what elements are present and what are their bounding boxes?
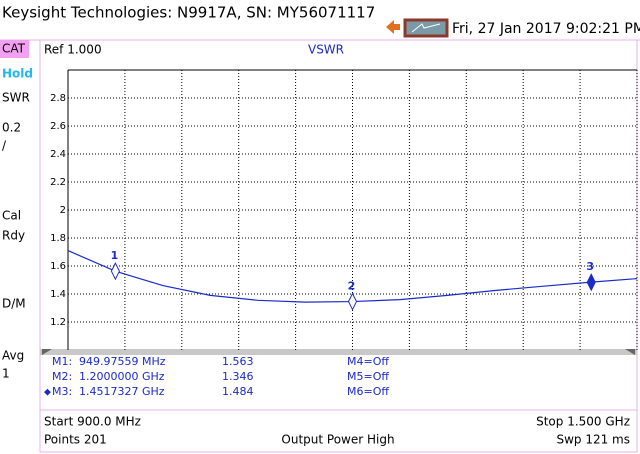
chart-title: VSWR xyxy=(308,43,344,57)
marker xyxy=(586,273,596,292)
datetime: Fri, 27 Jan 2017 9:02:21 PM xyxy=(452,21,640,37)
marker-name: M3: xyxy=(52,385,72,398)
y-tick-label: 1.8 xyxy=(50,233,66,244)
marker-other: M6=Off xyxy=(347,385,389,398)
points-label: Points 201 xyxy=(44,433,107,447)
scroll-bar xyxy=(40,349,637,355)
stop-label: Stop 1.500 GHz xyxy=(536,415,630,429)
side-label: CAT xyxy=(2,42,26,56)
active-marker-icon: ◆ xyxy=(44,388,51,398)
marker-name: M2: xyxy=(52,370,72,383)
y-tick-label: 1.4 xyxy=(50,289,66,300)
marker xyxy=(110,262,120,281)
marker-x: 1.2000000 GHz xyxy=(79,370,165,383)
marker-value: 1.563 xyxy=(222,355,254,368)
side-label: 0.2 xyxy=(2,121,21,135)
main-frame xyxy=(39,39,638,453)
cat-highlight xyxy=(0,40,29,58)
marker-label: 3 xyxy=(586,260,594,273)
marker-name: M1: xyxy=(52,355,72,368)
marker-label: 2 xyxy=(348,280,356,293)
marker-x: 1.4517327 GHz xyxy=(79,385,165,398)
y-tick-label: 1.2 xyxy=(50,317,66,328)
side-label: / xyxy=(2,139,7,153)
sweep-label: Swp 121 ms xyxy=(556,433,630,447)
y-tick-label: 2 xyxy=(60,205,66,216)
side-label: Cal xyxy=(2,209,21,223)
power-label: Output Power High xyxy=(281,433,394,447)
icon xyxy=(411,23,441,33)
side-label: Avg xyxy=(2,349,24,363)
marker-label: 1 xyxy=(111,249,119,262)
window-title: Keysight Technologies: N9917A, SN: MY560… xyxy=(2,4,375,22)
side-label: 1 xyxy=(2,367,10,381)
marker-other: M4=Off xyxy=(347,355,389,368)
y-tick-label: 2.2 xyxy=(50,177,66,188)
side-label: D/M xyxy=(2,297,26,311)
y-tick-label: 2.6 xyxy=(50,121,66,132)
marker-x: 949.97559 MHz xyxy=(79,355,166,368)
marker-other: M5=Off xyxy=(347,370,389,383)
start-label: Start 900.0 MHz xyxy=(44,415,141,429)
ref-label: Ref 1.000 xyxy=(44,43,102,57)
y-tick-label: 2.4 xyxy=(50,149,66,160)
side-label: Hold xyxy=(2,67,33,81)
side-label: Rdy xyxy=(2,229,25,243)
side-label: SWR xyxy=(2,91,30,105)
y-tick-label: 1.6 xyxy=(50,261,66,272)
marker-value: 1.484 xyxy=(222,385,254,398)
marker xyxy=(347,292,358,311)
icon xyxy=(386,20,400,34)
y-tick-label: 2.8 xyxy=(50,93,66,104)
marker-value: 1.346 xyxy=(222,370,254,383)
